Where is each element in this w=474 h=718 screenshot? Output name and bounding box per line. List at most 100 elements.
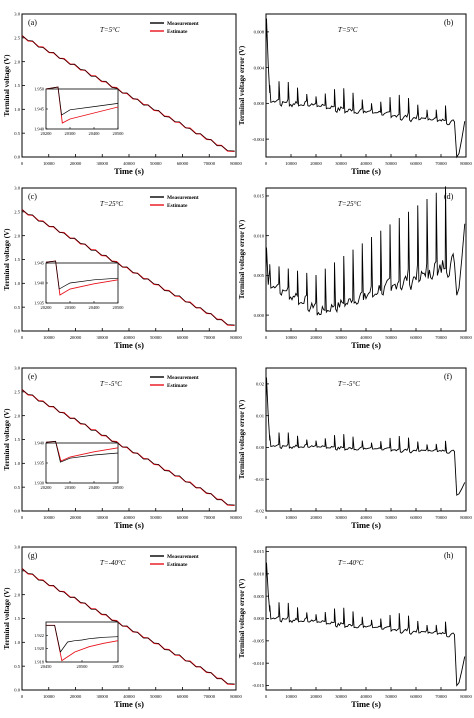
y-tick-label: 1.5: [14, 616, 20, 621]
x-tick-label: 80000: [460, 335, 472, 340]
x-tick-label: 40000: [360, 335, 372, 340]
x-axis-label: Time (s): [114, 699, 144, 709]
panel-f: 0 10000 20000 30000 40000 50000 60000 70000 8000…: [238, 367, 472, 530]
x-tick-label: 80000: [230, 335, 242, 340]
series-error: [265, 18, 466, 159]
x-tick-label: 60000: [177, 694, 189, 699]
inset-y-tick-label: 1.918: [34, 660, 45, 665]
inset-x-tick-label: 20200: [41, 485, 53, 490]
y-tick-label: 0.005: [254, 594, 265, 599]
y-tick-label: 3.0: [14, 545, 20, 550]
x-tick-label: 40000: [360, 515, 372, 520]
plot-frame: [265, 13, 467, 158]
panel-label: (c): [28, 192, 37, 201]
y-axis-label: Terminal voltage (V): [3, 54, 11, 117]
panel-label: (a): [28, 18, 37, 27]
y-tick-label: 0.5: [14, 131, 20, 136]
x-tick-label: 50000: [150, 515, 162, 520]
x-axis-label: Time (s): [114, 520, 144, 530]
inset-frame: [45, 621, 119, 663]
inset-x-tick-label: 20400: [89, 485, 101, 490]
inset-y-tick-label: 1.922: [34, 633, 44, 638]
x-tick-label: 30000: [97, 335, 109, 340]
y-tick-label: 1.0: [14, 640, 20, 645]
y-tick-label: 0.5: [14, 305, 20, 310]
x-tick-label: 80000: [230, 161, 242, 166]
inset-series-measurement: [45, 441, 119, 463]
x-tick-label: 0: [265, 335, 268, 340]
panel-d: 0 10000 20000 30000 40000 50000 60000 70000 8000…: [238, 186, 472, 350]
y-tick-label: -0.005: [252, 639, 265, 644]
x-tick-label: 60000: [177, 335, 189, 340]
legend-label: Estimate: [167, 29, 188, 35]
x-tick-label: 10000: [285, 161, 297, 166]
y-tick-label: 0.010: [254, 233, 265, 238]
x-tick-label: 80000: [230, 694, 242, 699]
inset-series-measurement: [45, 260, 119, 290]
inset-plot: 20200 20300 20400 20500 1.930 1.935 1.940: [34, 441, 124, 491]
x-tick-label: 70000: [204, 515, 216, 520]
series-error: [265, 377, 466, 496]
x-tick-label: 20000: [310, 694, 322, 699]
inset-x-tick-label: 20500: [77, 664, 89, 669]
y-tick-label: 0.005: [254, 273, 265, 278]
plot-frame: [21, 546, 237, 691]
inset-x-tick-label: 20500: [113, 485, 125, 490]
panel-label: (g): [28, 551, 38, 560]
y-tick-label: 1.0: [14, 107, 20, 112]
y-tick-label: 2.5: [14, 36, 20, 41]
inset-x-tick-label: 20550: [113, 664, 125, 669]
y-axis-label: Terminal voltage error (V): [238, 45, 246, 125]
x-tick-label: 80000: [460, 694, 472, 699]
x-tick-label: 20000: [70, 161, 82, 166]
x-tick-label: 80000: [460, 161, 472, 166]
x-tick-label: 60000: [410, 515, 422, 520]
legend-label: Measurement: [167, 21, 199, 27]
plot-frame: [21, 187, 237, 332]
x-tick-label: 40000: [123, 694, 135, 699]
y-tick-label: 2.5: [14, 569, 20, 574]
y-tick-label: 2.0: [14, 59, 20, 64]
y-tick-label: 0.00: [256, 445, 265, 450]
plot-frame: [265, 367, 467, 512]
y-axis-label: Terminal voltage (V): [3, 587, 11, 650]
series-measurement: [21, 568, 235, 685]
panel-label: (f): [444, 372, 452, 381]
x-tick-label: 30000: [335, 335, 347, 340]
x-tick-label: 30000: [97, 515, 109, 520]
inset-x-tick-label: 20400: [89, 131, 101, 136]
inset-x-tick-label: 20300: [65, 485, 77, 490]
y-tick-label: 1.5: [14, 83, 20, 88]
x-tick-label: 40000: [360, 694, 372, 699]
y-tick-label: -0.010: [252, 661, 265, 666]
panel-label: (e): [28, 372, 37, 381]
x-tick-label: 50000: [150, 161, 162, 166]
y-tick-label: 2.5: [14, 390, 20, 395]
x-tick-label: 0: [21, 335, 24, 340]
y-tick-label: 2.0: [14, 233, 20, 238]
x-tick-label: 10000: [43, 694, 55, 699]
x-tick-label: 70000: [435, 161, 447, 166]
x-tick-label: 30000: [335, 161, 347, 166]
inset-series-measurement: [45, 86, 119, 116]
y-axis-label: Terminal voltage error (V): [238, 219, 246, 299]
y-tick-label: -0.015: [252, 683, 265, 688]
x-tick-label: 70000: [435, 694, 447, 699]
inset-y-tick-label: 1.940: [34, 441, 45, 446]
series-error: [265, 186, 466, 316]
inset-x-tick-label: 20450: [41, 664, 53, 669]
x-tick-label: 10000: [285, 515, 297, 520]
x-tick-label: 10000: [285, 694, 297, 699]
inset-plot: 20200 20300 20400 20500 1.940 1.945 1.950: [34, 86, 124, 136]
x-tick-label: 30000: [335, 694, 347, 699]
y-tick-label: 0.0: [14, 155, 20, 160]
y-axis-label: Terminal voltage error (V): [238, 399, 246, 479]
x-tick-label: 80000: [230, 515, 242, 520]
x-tick-label: 20000: [70, 335, 82, 340]
x-tick-label: 60000: [177, 161, 189, 166]
x-tick-label: 0: [21, 694, 24, 699]
x-tick-label: 20000: [310, 515, 322, 520]
y-tick-label: 2.0: [14, 413, 20, 418]
inset-x-tick-label: 20200: [41, 305, 53, 310]
annotation: T=5°C: [338, 26, 358, 34]
